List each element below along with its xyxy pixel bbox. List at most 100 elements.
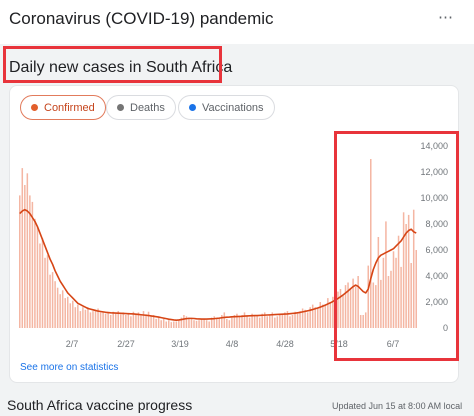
bar [122,312,125,328]
bar [173,321,175,328]
bar [195,320,198,328]
y-axis-labels: 0 2,000 4,000 6,000 8,000 10,000 12,000 14,000 [420,141,448,333]
chip-label: Vaccinations [202,101,264,114]
bar [251,313,253,328]
bar [150,316,152,328]
chip-confirmed[interactable]: Confirmed [20,95,106,120]
section-title: Daily new cases in South Africa [9,59,233,76]
bar [137,312,140,328]
bar [319,302,322,328]
bar [107,312,109,328]
bar [248,317,251,328]
updated-timestamp: Updated Jun 15 at 8:00 AM local [332,401,463,411]
bar [226,318,228,328]
bar [324,305,327,328]
deaths-dot-icon [117,104,124,111]
vaccinations-dot-icon [189,104,196,111]
bar [127,313,130,328]
y-tick-label: 0 [443,323,448,333]
bar [276,316,279,328]
bar [412,209,415,328]
bar [109,315,112,328]
chip-vaccinations[interactable]: Vaccinations [178,95,275,120]
x-tick-label: 6/7 [387,339,400,349]
cases-chart: 02,0004,0006,0008,00010,00012,00014,000 … [19,141,448,349]
y-tick-label: 8,000 [425,219,448,229]
y-tick-label: 12,000 [420,167,448,177]
bar [397,235,400,328]
bar [258,317,261,328]
bar [19,195,21,328]
bar [203,318,205,328]
bar [364,312,367,328]
bar [304,309,306,328]
bar [228,320,231,328]
bar [178,319,180,328]
bar [266,316,268,328]
chip-deaths[interactable]: Deaths [106,95,176,120]
bar [208,321,210,328]
bar [183,315,185,328]
x-tick-label: 3/19 [171,339,189,349]
bar [357,276,359,328]
bar [362,315,364,328]
bar [147,311,150,328]
bar [112,311,114,328]
average-line-group [19,208,417,321]
bar [407,214,410,328]
bar [26,173,29,328]
y-tick-label: 14,000 [420,141,448,151]
bar [316,308,319,328]
bar [31,201,34,328]
bar [135,313,137,328]
bar [347,282,349,328]
bar [329,303,332,328]
x-axis-labels: 2/7 2/27 3/19 4/8 4/28 5/18 6/7 [66,339,400,349]
bar [165,321,167,328]
bar [231,317,233,328]
chip-label: Confirmed [44,101,95,114]
bar [322,304,324,328]
bar [309,307,311,328]
bar [125,315,127,328]
x-tick-label: 4/28 [276,339,294,349]
bar [263,312,266,328]
bar [377,237,380,328]
bar [372,282,375,328]
bar [243,312,246,328]
bar [306,312,309,328]
bar [221,315,223,328]
bar [223,312,226,328]
bar [180,317,183,328]
bar [56,287,59,328]
bar [41,238,44,328]
bar [210,317,213,328]
bar [44,257,46,328]
bar [39,243,41,328]
bar [87,307,89,328]
bar [167,320,170,328]
bar [21,168,24,328]
bar [400,266,402,328]
bar [51,272,54,328]
bar [160,320,162,328]
see-more-statistics-link[interactable]: See more on statistics [20,362,119,373]
bar [82,307,84,328]
bar [188,317,190,328]
bar [142,311,145,328]
bar [415,250,417,328]
bar [185,316,188,328]
bar [200,319,203,328]
average-line [19,208,417,321]
x-tick-label: 4/8 [226,339,239,349]
bar [205,320,208,328]
bar [370,159,372,328]
more-horizontal-icon[interactable]: ⋯ [438,9,454,26]
bar [114,313,117,328]
bar [140,315,142,328]
y-tick-label: 6,000 [425,245,448,255]
chip-label: Deaths [130,101,165,114]
bar [84,309,87,328]
bar [49,274,51,328]
bar [375,285,377,328]
